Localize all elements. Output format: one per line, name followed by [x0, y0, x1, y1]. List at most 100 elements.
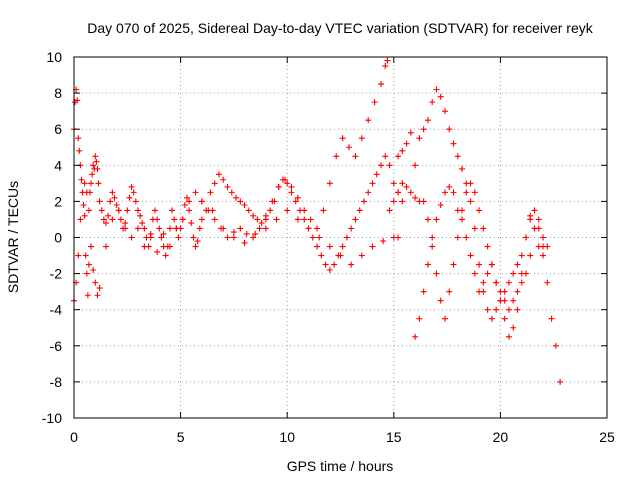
data-point	[233, 194, 240, 201]
data-point	[433, 216, 440, 223]
data-point	[471, 225, 478, 232]
series-1	[71, 86, 406, 299]
data-point	[166, 225, 173, 232]
data-point	[531, 225, 538, 232]
data-point	[243, 230, 250, 237]
data-point	[412, 162, 419, 169]
data-point	[346, 144, 353, 151]
data-point	[373, 171, 380, 178]
data-point	[282, 176, 289, 183]
data-point	[424, 117, 431, 124]
data-point	[407, 129, 414, 136]
data-point	[267, 207, 274, 214]
data-point	[113, 202, 120, 209]
data-point	[416, 135, 423, 142]
data-point	[211, 216, 218, 223]
data-point	[262, 212, 269, 219]
data-point	[416, 315, 423, 322]
data-point	[339, 135, 346, 142]
data-point	[194, 238, 201, 245]
data-point	[514, 306, 521, 313]
x-tick-label: 25	[599, 429, 615, 445]
data-point	[294, 216, 301, 223]
x-axis-ticks: 0 5 10 15 20 25	[70, 57, 615, 445]
data-point	[399, 147, 406, 154]
data-point	[301, 216, 308, 223]
data-point	[128, 183, 135, 190]
data-point	[488, 315, 495, 322]
data-point	[305, 225, 312, 232]
data-point	[527, 252, 534, 259]
data-point	[441, 189, 448, 196]
data-point	[102, 220, 109, 227]
data-point	[158, 234, 165, 241]
data-point	[484, 306, 491, 313]
data-point	[535, 216, 542, 223]
data-point	[209, 207, 216, 214]
data-point	[326, 243, 333, 250]
y-tick-label: 8	[54, 85, 62, 101]
data-point	[429, 234, 436, 241]
data-point	[352, 153, 359, 160]
data-point	[322, 261, 329, 268]
data-point	[437, 202, 444, 209]
y-tick-label: -2	[50, 266, 63, 282]
y-tick-label: -10	[42, 410, 62, 426]
x-tick-label: 0	[70, 429, 78, 445]
data-point	[74, 97, 81, 104]
data-point	[284, 207, 291, 214]
data-point	[441, 315, 448, 322]
data-point	[95, 180, 102, 187]
grid-lines	[74, 57, 607, 418]
data-point	[399, 180, 406, 187]
data-point	[544, 243, 551, 250]
data-point	[78, 176, 85, 183]
data-point	[527, 212, 534, 219]
data-point	[122, 220, 129, 227]
data-point	[254, 216, 261, 223]
data-point	[224, 234, 231, 241]
data-point	[497, 288, 504, 295]
data-point	[111, 194, 118, 201]
data-point	[230, 229, 237, 236]
data-point	[137, 212, 144, 219]
data-point	[471, 189, 478, 196]
data-point	[501, 297, 508, 304]
data-point	[540, 234, 547, 241]
data-point	[109, 216, 116, 223]
data-point	[505, 333, 512, 340]
data-point	[358, 135, 365, 142]
data-point	[339, 243, 346, 250]
data-point	[215, 171, 222, 178]
data-point	[378, 162, 385, 169]
data-point	[326, 180, 333, 187]
data-point	[314, 225, 321, 232]
x-axis-label: GPS time / hours	[287, 458, 394, 474]
data-point	[77, 216, 84, 223]
data-point	[160, 230, 167, 237]
data-point	[237, 225, 244, 232]
data-point	[318, 252, 325, 259]
data-point	[92, 153, 99, 160]
data-point	[352, 216, 359, 223]
data-point	[94, 292, 101, 299]
data-point	[96, 285, 103, 292]
data-point	[348, 261, 355, 268]
data-point	[390, 180, 397, 187]
data-point	[92, 279, 99, 286]
data-point	[467, 252, 474, 259]
data-point	[424, 216, 431, 223]
data-point	[476, 288, 483, 295]
data-point	[284, 180, 291, 187]
data-point	[156, 225, 163, 232]
data-point	[380, 238, 387, 245]
data-point	[292, 198, 299, 205]
data-point	[557, 378, 564, 385]
data-point	[360, 198, 367, 205]
x-tick-label: 20	[493, 429, 509, 445]
data-point	[514, 261, 521, 268]
data-point	[505, 306, 512, 313]
data-point	[105, 212, 112, 219]
data-point	[467, 198, 474, 205]
